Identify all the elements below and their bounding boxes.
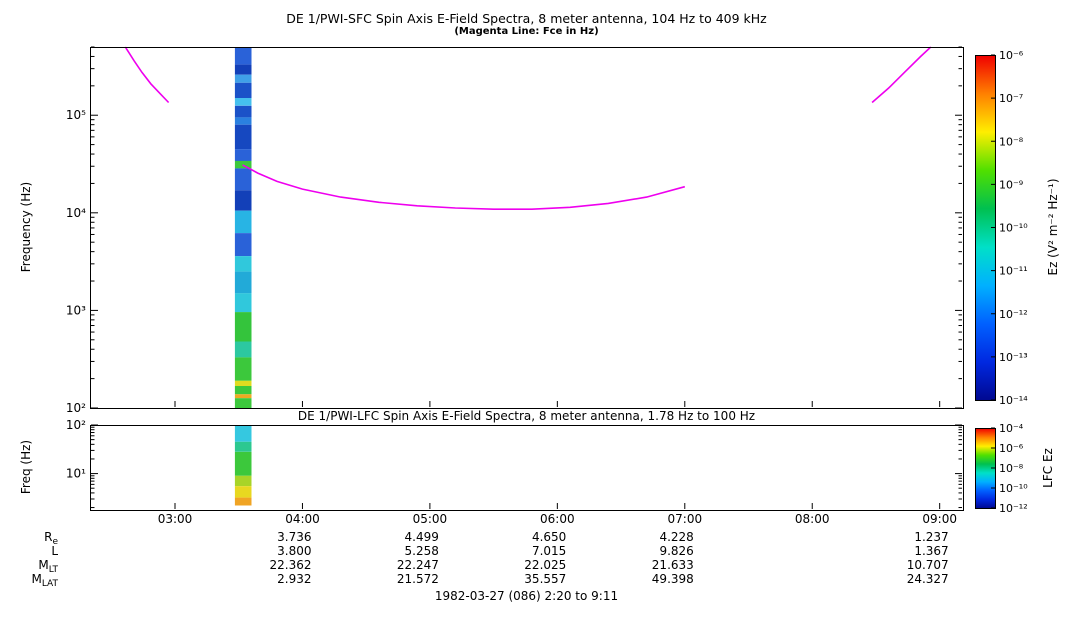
x-tick-label: 03:00: [158, 512, 193, 526]
x-tick-label: 04:00: [285, 512, 320, 526]
spectral-burst-band: [234, 105, 252, 118]
y-tick-label: 10⁵: [66, 108, 86, 122]
spectral-burst-band: [234, 47, 252, 65]
colorbar-tick-label: 10⁻⁶: [999, 49, 1024, 62]
spectral-burst-band: [234, 82, 252, 99]
ephemeris-value: 5.258: [405, 544, 439, 558]
colorbar: [975, 55, 996, 401]
spectral-burst-band: [234, 293, 252, 313]
y-tick-label: 10¹: [66, 467, 86, 481]
spectral-burst-band: [234, 341, 252, 358]
spectral-burst-band: [234, 425, 252, 442]
ephemeris-value: 2.932: [277, 572, 311, 586]
colorbar-tick-label: 10⁻⁹: [999, 178, 1023, 191]
spectral-burst-band: [234, 398, 252, 408]
ephemeris-value: 10.707: [907, 558, 949, 572]
colorbar-tick-label: 10⁻⁸: [999, 135, 1024, 148]
lfc-panel-title: DE 1/PWI-LFC Spin Axis E-Field Spectra, …: [297, 409, 756, 423]
x-tick-label: 09:00: [922, 512, 957, 526]
spectral-burst-band: [234, 98, 252, 106]
spectral-burst-band: [234, 64, 252, 75]
ephemeris-value: 22.362: [270, 558, 312, 572]
time-range-caption: 1982-03-27 (086) 2:20 to 9:11: [434, 589, 619, 603]
ephemeris-value: 21.572: [397, 572, 439, 586]
ephemeris-value: 3.736: [277, 530, 311, 544]
spectral-burst-band: [234, 475, 252, 487]
colorbar-tick-label: 10⁻⁴: [999, 422, 1024, 435]
spectral-burst-band: [234, 357, 252, 381]
ephemeris-value: 49.398: [652, 572, 694, 586]
colorbar-tick-label: 10⁻¹³: [999, 351, 1028, 364]
ephemeris-value: 1.367: [914, 544, 948, 558]
ephemeris-value: 21.633: [652, 558, 694, 572]
colorbar-tick-label: 10⁻⁸: [999, 462, 1024, 475]
ephemeris-value: 7.015: [532, 544, 566, 558]
colorbar-tick-label: 10⁻⁷: [999, 92, 1023, 105]
ephemeris-row-label: MLT: [38, 558, 58, 575]
y-tick-label: 10³: [66, 303, 86, 317]
ephemeris-value: 24.327: [907, 572, 949, 586]
spectral-burst-band: [234, 394, 252, 399]
fce-line: [242, 164, 686, 210]
colorbar-tick-label: 10⁻¹²: [999, 308, 1028, 321]
spectral-burst-band: [234, 312, 252, 342]
colorbar: [975, 428, 996, 509]
fce-line: [871, 46, 932, 104]
x-tick-label: 06:00: [540, 512, 575, 526]
spectral-burst-band: [234, 124, 252, 150]
colorbar-tick-label: 10⁻¹⁰: [999, 222, 1028, 235]
spectral-burst-band: [234, 117, 252, 125]
ephemeris-row-label: Re: [44, 530, 58, 547]
ephemeris-row-label: MLAT: [31, 572, 58, 589]
y-tick-label: 10²: [66, 401, 86, 415]
spectral-burst-band: [234, 451, 252, 476]
ephemeris-value: 22.247: [397, 558, 439, 572]
colorbar-tick-label: 10⁻¹¹: [999, 265, 1028, 278]
ephemeris-value: 9.826: [659, 544, 693, 558]
colorbar-tick-label: 10⁻¹⁴: [999, 394, 1028, 407]
spectral-burst-band: [234, 233, 252, 257]
panel-border: [90, 47, 964, 409]
x-tick-label: 05:00: [413, 512, 448, 526]
ephemeris-value: 22.025: [524, 558, 566, 572]
ephemeris-value: 4.228: [659, 530, 693, 544]
spectral-burst-band: [234, 149, 252, 161]
spectral-burst-band: [234, 190, 252, 211]
ephemeris-value: 3.800: [277, 544, 311, 558]
spectral-burst-band: [234, 271, 252, 294]
ephemeris-value: 1.237: [914, 530, 948, 544]
sfc-panel-subtitle: (Magenta Line: Fce in Hz): [454, 26, 599, 37]
x-tick-label: 07:00: [668, 512, 703, 526]
spectral-burst-band: [234, 441, 252, 452]
ephemeris-value: 4.650: [532, 530, 566, 544]
spectral-burst-band: [234, 380, 252, 386]
colorbar-tick-label: 10⁻¹⁰: [999, 482, 1028, 495]
spectral-burst-band: [234, 386, 252, 395]
spectral-burst-band: [234, 74, 252, 83]
ephemeris-value: 35.557: [524, 572, 566, 586]
colorbar-tick-label: 10⁻¹²: [999, 502, 1028, 515]
spectral-burst-band: [234, 256, 252, 272]
y-tick-label: 10²: [66, 418, 86, 432]
sfc-panel-title: DE 1/PWI-SFC Spin Axis E-Field Spectra, …: [286, 11, 767, 26]
ephemeris-row-label: L: [51, 544, 58, 558]
ephemeris-value: 4.499: [405, 530, 439, 544]
spectral-burst-band: [234, 210, 252, 233]
fce-line: [124, 46, 170, 104]
spectral-burst-band: [234, 168, 252, 191]
x-tick-label: 08:00: [795, 512, 830, 526]
spectral-burst-band: [234, 497, 252, 506]
spectral-burst-band: [234, 486, 252, 498]
panel-border: [90, 425, 964, 511]
colorbar-tick-label: 10⁻⁶: [999, 442, 1024, 455]
y-tick-label: 10⁴: [66, 206, 86, 220]
